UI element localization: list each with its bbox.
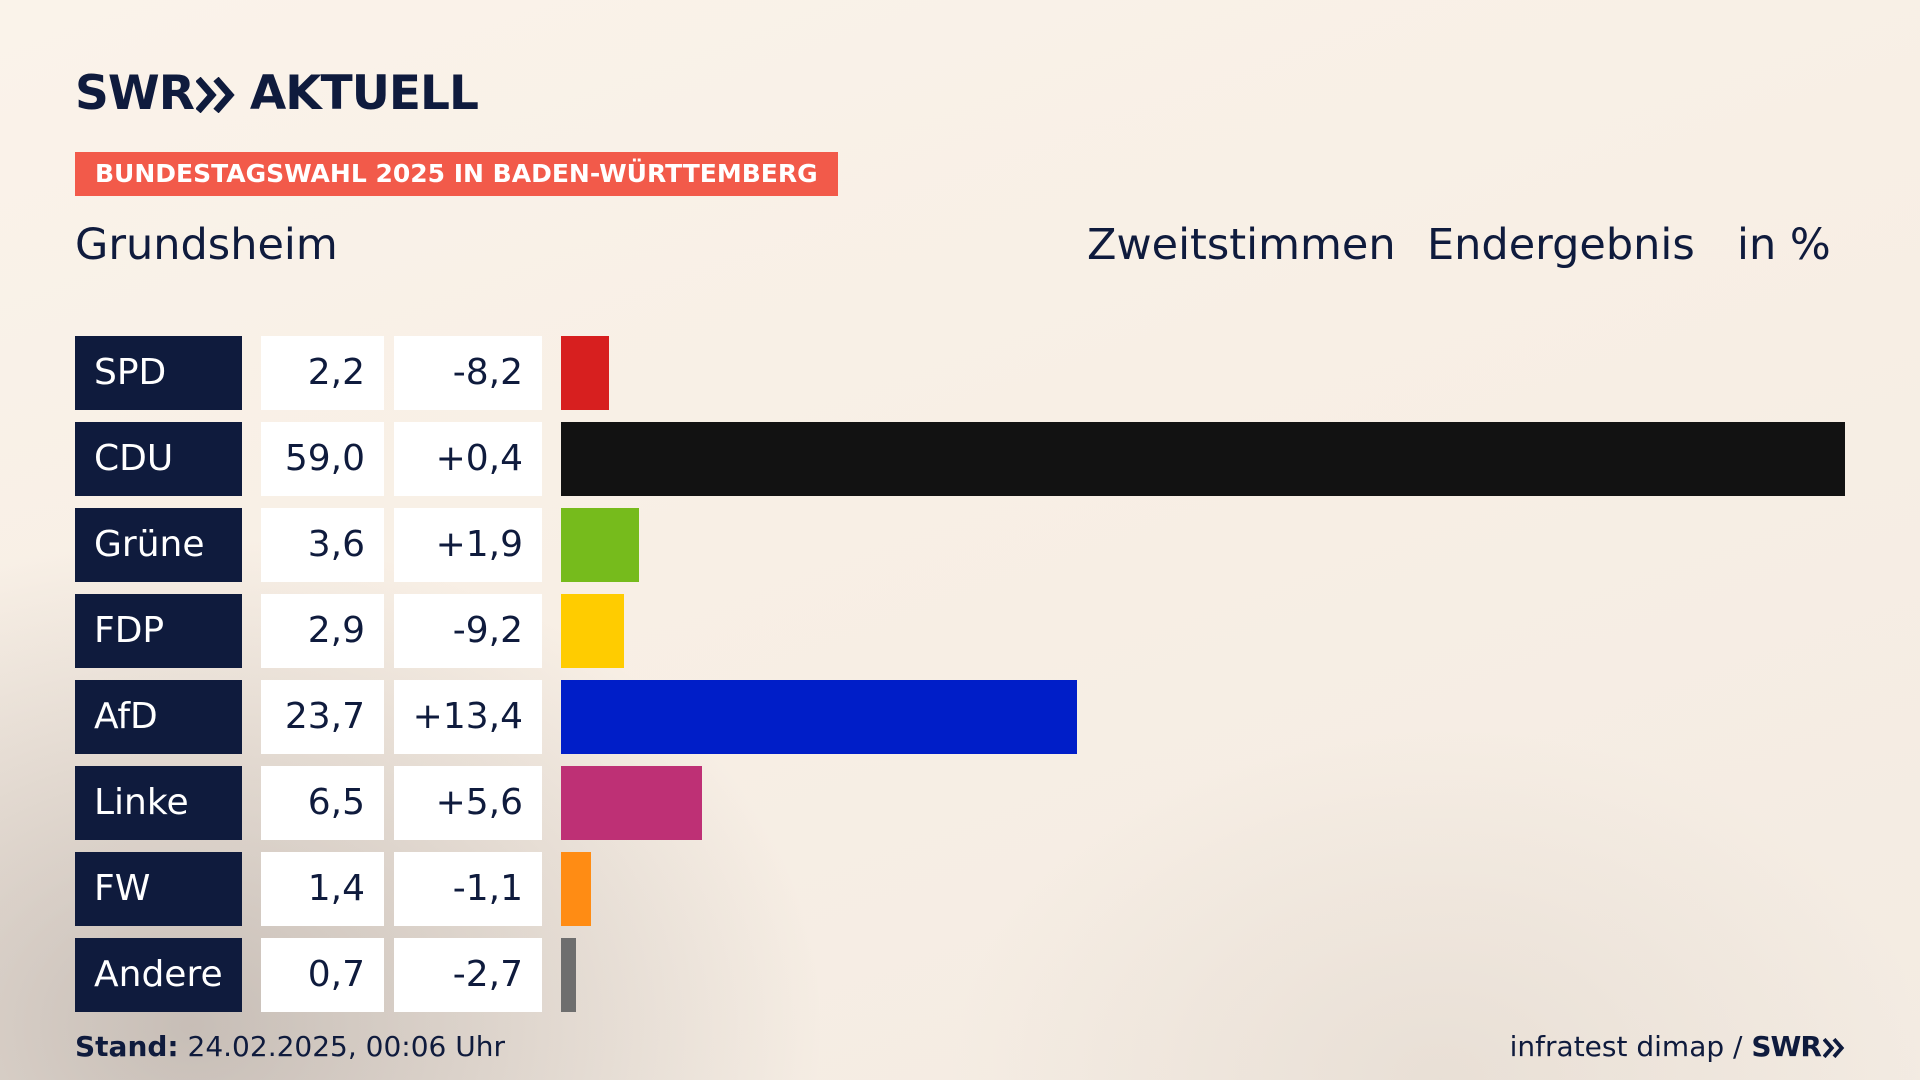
place-title: Grundsheim [75, 220, 338, 270]
header-unit: in % [1737, 220, 1831, 270]
result-row: Linke 6,5 +5,6 [75, 766, 1845, 840]
election-banner: BUNDESTAGSWAHL 2025 IN BADEN-WÜRTTEMBERG [75, 152, 838, 196]
result-row: Andere 0,7 -2,7 [75, 938, 1845, 1012]
footer-swr-logo: SWR [1751, 1030, 1845, 1063]
source-text: infratest dimap / [1509, 1030, 1743, 1063]
logo-aktuell-text: AKTUELL [249, 66, 479, 121]
change-label: -1,1 [394, 852, 542, 926]
result-bar [561, 766, 703, 840]
party-label: SPD [75, 336, 242, 410]
result-row: SPD 2,2 -8,2 [75, 336, 1845, 410]
result-row: FW 1,4 -1,1 [75, 852, 1845, 926]
party-label: AfD [75, 680, 242, 754]
party-label: CDU [75, 422, 242, 496]
vote-share-label: 59,0 [261, 422, 384, 496]
change-label: -9,2 [394, 594, 542, 668]
vote-share-label: 6,5 [261, 766, 384, 840]
logo-swr-text: SWR [75, 66, 195, 121]
result-bar [561, 336, 609, 410]
result-row: AfD 23,7 +13,4 [75, 680, 1845, 754]
stand-label: Stand: [75, 1030, 179, 1063]
party-label: Andere [75, 938, 242, 1012]
timestamp: Stand: 24.02.2025, 00:06 Uhr [75, 1030, 505, 1063]
change-label: -8,2 [394, 336, 542, 410]
change-label: -2,7 [394, 938, 542, 1012]
vote-share-label: 0,7 [261, 938, 384, 1012]
logo-chevrons-icon [195, 66, 236, 121]
result-row: FDP 2,9 -9,2 [75, 594, 1845, 668]
stand-value: 24.02.2025, 00:06 Uhr [187, 1030, 505, 1063]
result-bar [561, 852, 592, 926]
header-kind: Zweitstimmen [1087, 220, 1396, 270]
change-label: +5,6 [394, 766, 542, 840]
swr-aktuell-logo: SWR AKTUELL [75, 66, 479, 121]
result-bar [561, 938, 577, 1012]
result-bar [561, 508, 640, 582]
result-row: CDU 59,0 +0,4 [75, 422, 1845, 496]
result-bar [561, 422, 1845, 496]
party-label: FW [75, 852, 242, 926]
vote-share-label: 2,9 [261, 594, 384, 668]
change-label: +1,9 [394, 508, 542, 582]
result-row: Grüne 3,6 +1,9 [75, 508, 1845, 582]
footer-chevrons-icon [1822, 1037, 1845, 1059]
party-label: Grüne [75, 508, 242, 582]
vote-share-label: 1,4 [261, 852, 384, 926]
result-bar [561, 680, 1077, 754]
result-bar [561, 594, 625, 668]
party-label: FDP [75, 594, 242, 668]
vote-share-label: 23,7 [261, 680, 384, 754]
header-status: Endergebnis [1427, 220, 1695, 270]
change-label: +13,4 [394, 680, 542, 754]
source-credit: infratest dimap / SWR [1510, 1030, 1845, 1063]
vote-share-label: 2,2 [261, 336, 384, 410]
change-label: +0,4 [394, 422, 542, 496]
footer-logo-text: SWR [1751, 1030, 1822, 1063]
party-label: Linke [75, 766, 242, 840]
vote-share-label: 3,6 [261, 508, 384, 582]
